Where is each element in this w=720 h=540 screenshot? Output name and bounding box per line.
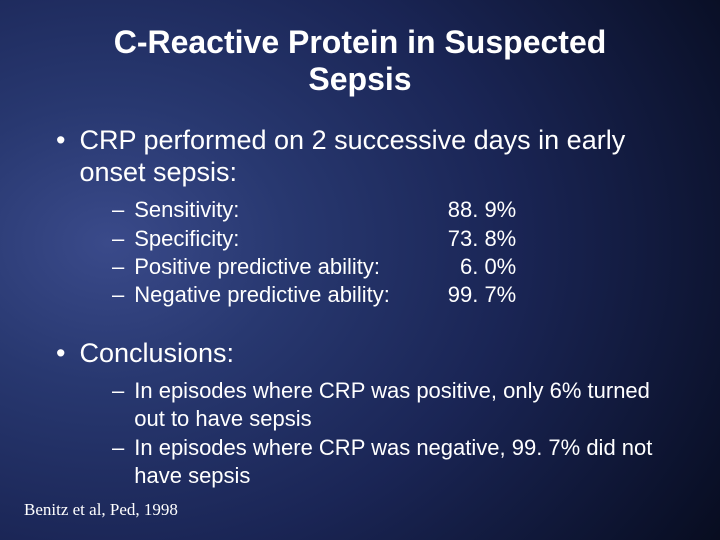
- dash-marker: –: [112, 225, 124, 253]
- metric-value: 6. 0%: [436, 253, 516, 281]
- metrics-list: – Sensitivity: 88. 9% – Specificity: 73.…: [112, 196, 690, 309]
- dash-marker: –: [112, 253, 124, 281]
- metric-label: Negative predictive ability:: [134, 281, 436, 309]
- metric-value: 99. 7%: [436, 281, 516, 309]
- conclusion-negative: – In episodes where CRP was negative, 99…: [112, 434, 690, 489]
- dash-marker: –: [112, 281, 124, 309]
- metric-value: 73. 8%: [436, 225, 516, 253]
- metric-ppv: – Positive predictive ability: 6. 0%: [112, 253, 690, 281]
- conclusion-list: – In episodes where CRP was positive, on…: [112, 377, 690, 489]
- bullet-conclusions: • Conclusions:: [56, 337, 690, 369]
- conclusion-text: In episodes where CRP was negative, 99. …: [134, 434, 690, 489]
- slide-title: C-Reactive Protein in Suspected Sepsis: [30, 24, 690, 98]
- metric-npv: – Negative predictive ability: 99. 7%: [112, 281, 690, 309]
- bullet-text: CRP performed on 2 successive days in ea…: [79, 124, 690, 189]
- slide-container: C-Reactive Protein in Suspected Sepsis •…: [0, 0, 720, 540]
- metric-label: Sensitivity:: [134, 196, 436, 224]
- dash-marker: –: [112, 377, 124, 405]
- bullet-marker: •: [56, 337, 65, 369]
- metric-sensitivity: – Sensitivity: 88. 9%: [112, 196, 690, 224]
- dash-marker: –: [112, 434, 124, 462]
- conclusion-text: In episodes where CRP was positive, only…: [134, 377, 690, 432]
- bullet-marker: •: [56, 124, 65, 156]
- conclusion-positive: – In episodes where CRP was positive, on…: [112, 377, 690, 432]
- metric-value: 88. 9%: [436, 196, 516, 224]
- metric-label: Positive predictive ability:: [134, 253, 436, 281]
- bullet-text: Conclusions:: [79, 337, 690, 369]
- dash-marker: –: [112, 196, 124, 224]
- metric-specificity: – Specificity: 73. 8%: [112, 225, 690, 253]
- bullet-crp-performed: • CRP performed on 2 successive days in …: [56, 124, 690, 189]
- metric-label: Specificity:: [134, 225, 436, 253]
- citation: Benitz et al, Ped, 1998: [24, 500, 178, 520]
